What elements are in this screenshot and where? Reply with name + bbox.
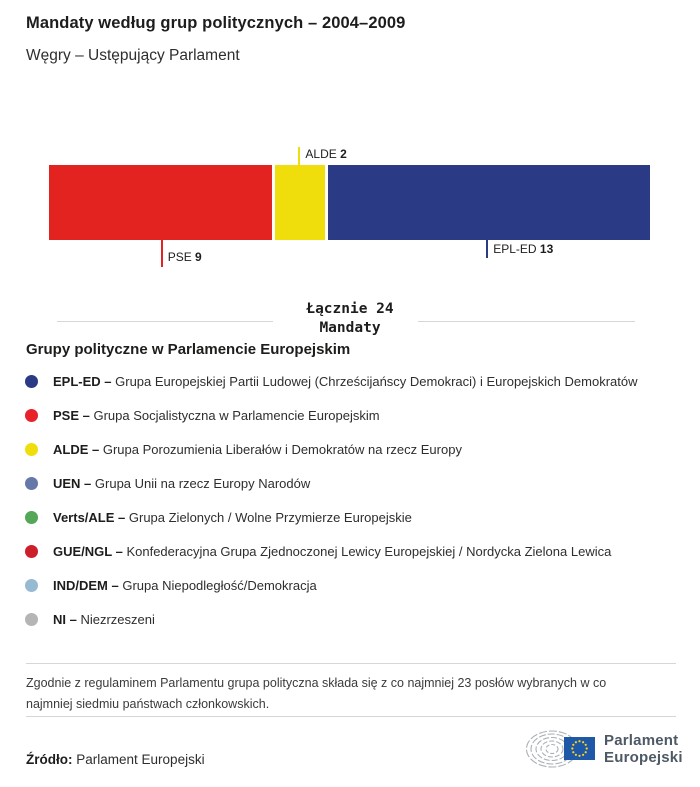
- total-divider-left: [57, 321, 273, 322]
- source-value: Parlament Europejski: [76, 752, 205, 767]
- total-divider-right: [418, 321, 635, 322]
- seat-bar-chart: PSE 9 ALDE 2 EPL-ED 13: [49, 147, 650, 267]
- legend-text: ALDE – Grupa Porozumienia Liberałów i De…: [53, 441, 462, 457]
- legend-dot-EPL-ED: [25, 374, 38, 388]
- callout-tick-EPL-ED: [486, 240, 489, 258]
- legend-dot-ALDE: [25, 442, 38, 456]
- callout-label-PSE: PSE 9: [167, 250, 202, 264]
- callout-tick-ALDE: [298, 147, 301, 165]
- source-line: Źródło: Parlament Europejski: [26, 752, 205, 767]
- legend-item-NI: NI – Niezrzeszeni: [25, 602, 685, 636]
- parliament-hemicycle-icon: [525, 730, 595, 768]
- total-label: Łącznie 24 Mandaty: [0, 300, 700, 338]
- callout-tick-PSE: [160, 240, 163, 267]
- footnote-divider-bottom: [26, 716, 676, 717]
- legend-dot-UEN: [25, 476, 38, 490]
- legend-heading: Grupy polityczne w Parlamencie Europejsk…: [26, 341, 351, 358]
- legend-dot-Verts/ALE: [25, 510, 38, 524]
- legend-item-ALDE: ALDE – Grupa Porozumienia Liberałów i De…: [25, 432, 685, 466]
- ep-logo: Parlament Europejski: [524, 726, 683, 772]
- legend-item-Verts/ALE: Verts/ALE – Grupa Zielonych / Wolne Przy…: [25, 500, 685, 534]
- callout-label-ALDE: ALDE 2: [305, 147, 347, 161]
- legend-text: GUE/NGL – Konfederacyjna Grupa Zjednoczo…: [53, 543, 612, 559]
- total-label-line1: Łącznie 24: [306, 301, 394, 317]
- legend-text: EPL-ED – Grupa Europejskiej Partii Ludow…: [53, 373, 638, 389]
- logo-wordmark: Parlament Europejski: [604, 732, 683, 766]
- bar-segment-ALDE: [275, 165, 325, 240]
- bar-segment-PSE: [49, 165, 273, 240]
- legend-text: NI – Niezrzeszeni: [53, 611, 155, 627]
- legend-item-UEN: UEN – Grupa Unii na rzecz Europy Narodów: [25, 466, 685, 500]
- footnote-divider-top: [26, 663, 676, 664]
- legend-text: Verts/ALE – Grupa Zielonych / Wolne Przy…: [53, 509, 412, 525]
- legend-text: PSE – Grupa Socjalistyczna w Parlamencie…: [53, 407, 380, 423]
- legend-item-GUE/NGL: GUE/NGL – Konfederacyjna Grupa Zjednoczo…: [25, 534, 685, 568]
- legend-text: UEN – Grupa Unii na rzecz Europy Narodów: [53, 475, 311, 491]
- legend-dot-GUE/NGL: [25, 544, 38, 558]
- callout-label-EPL-ED: EPL-ED 13: [493, 242, 554, 256]
- stacked-bar: [49, 165, 650, 240]
- legend-dot-NI: [25, 612, 38, 626]
- eu-flag-icon: [564, 737, 595, 760]
- source-label: Źródło:: [26, 752, 73, 767]
- bar-segment-EPL-ED: [327, 165, 650, 240]
- footnote: Zgodnie z regulaminem Parlamentu grupa p…: [26, 676, 607, 711]
- logo-line2: Europejski: [604, 749, 683, 766]
- logo-line1: Parlament: [604, 732, 679, 749]
- legend-dot-PSE: [25, 408, 38, 422]
- legend-item-IND/DEM: IND/DEM – Grupa Niepodległość/Demokracja: [25, 568, 685, 602]
- page-title: Mandaty według grup politycznych – 2004–…: [26, 14, 406, 32]
- total-label-line2: Mandaty: [319, 320, 381, 336]
- legend-item-PSE: PSE – Grupa Socjalistyczna w Parlamencie…: [25, 398, 685, 432]
- legend-text: IND/DEM – Grupa Niepodległość/Demokracja: [53, 577, 317, 593]
- legend-dot-IND/DEM: [25, 578, 38, 592]
- legend-item-EPL-ED: EPL-ED – Grupa Europejskiej Partii Ludow…: [25, 364, 685, 398]
- legend: EPL-ED – Grupa Europejskiej Partii Ludow…: [25, 364, 685, 636]
- page-subtitle: Węgry – Ustępujący Parlament: [26, 47, 240, 64]
